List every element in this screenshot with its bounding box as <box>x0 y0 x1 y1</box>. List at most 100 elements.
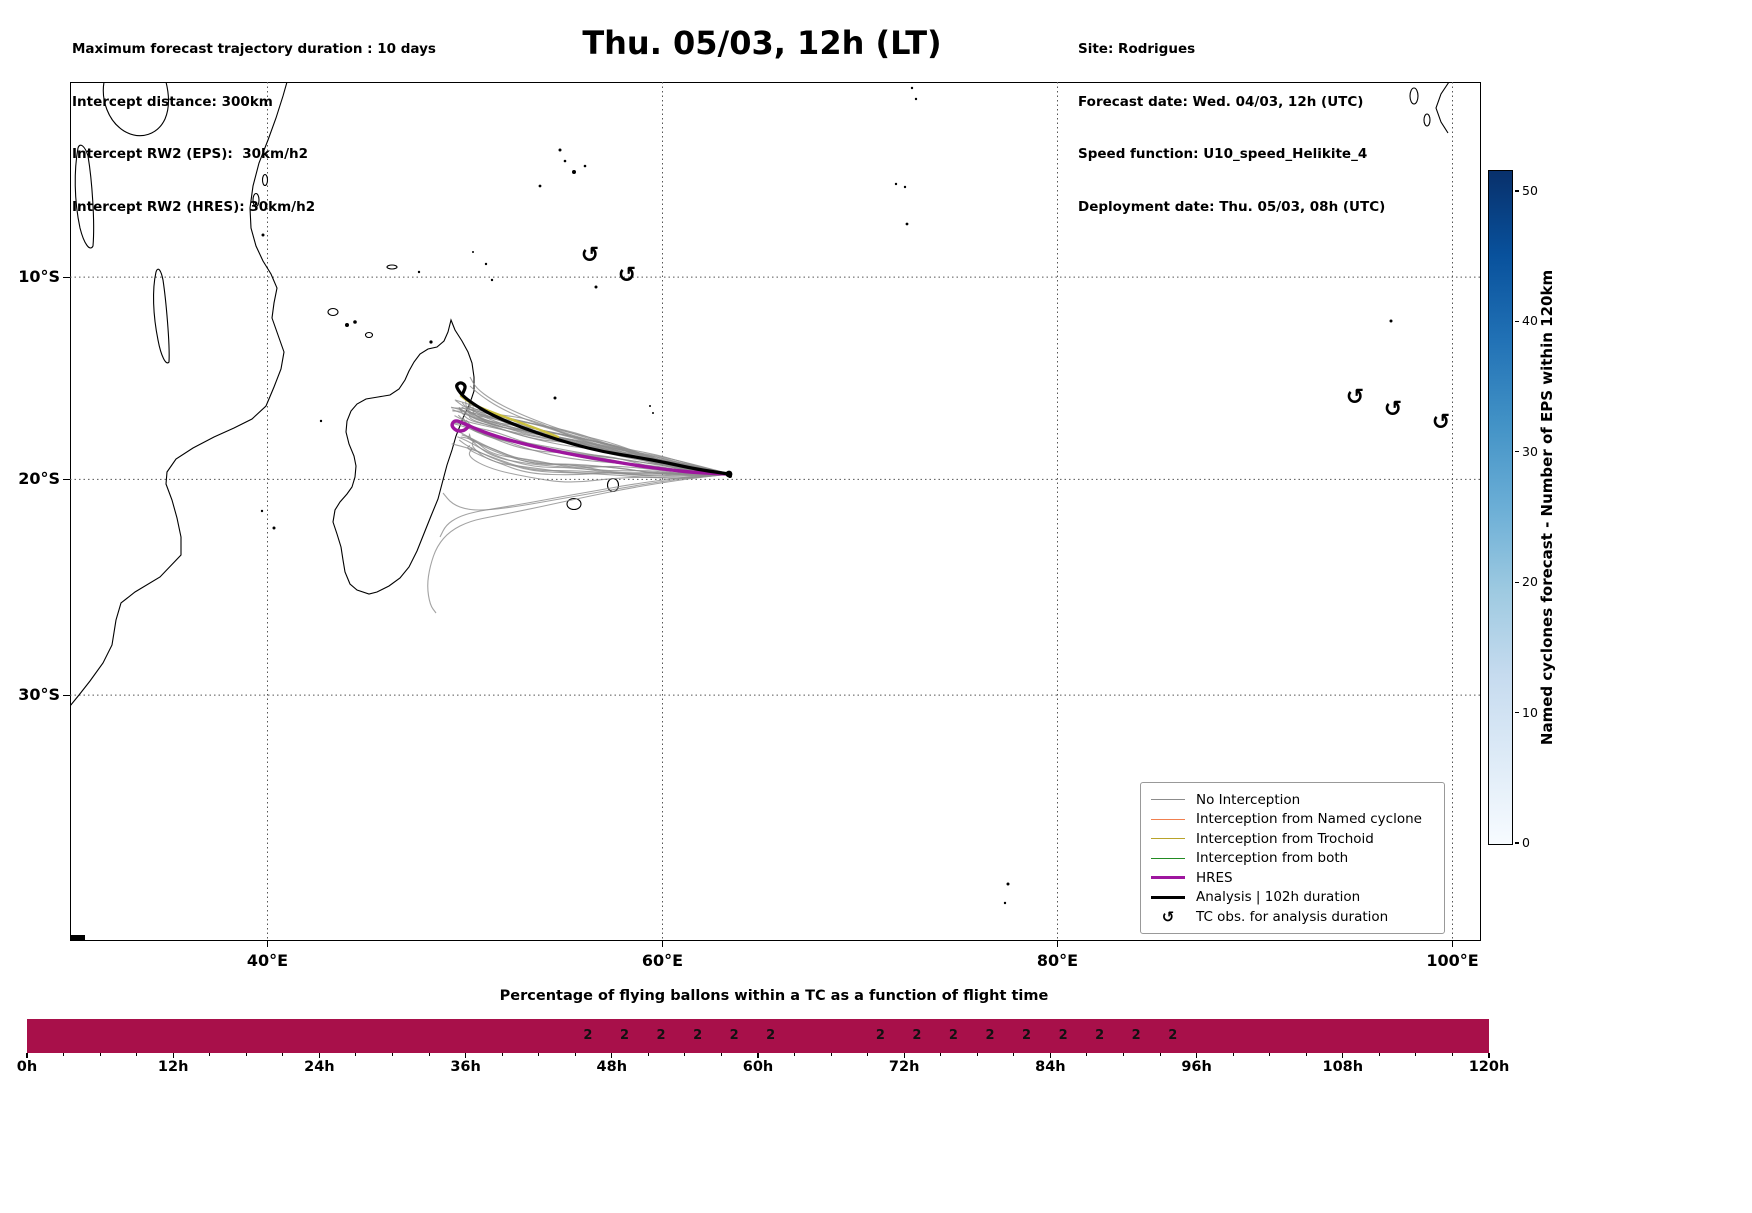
bottom-x-minor-tickmark <box>1086 1053 1088 1056</box>
bottom-x-minor-tickmark <box>209 1053 211 1056</box>
ensemble-trajectory-outlier <box>439 473 731 538</box>
info-line: Deployment date: Thu. 05/03, 08h (UTC) <box>1078 198 1386 215</box>
legend-label: Interception from Named cyclone <box>1196 811 1422 827</box>
ensemble-trajectory-outlier <box>427 473 731 614</box>
legend-line <box>1151 818 1185 820</box>
info-block-left: Maximum forecast trajectory duration : 1… <box>72 6 436 251</box>
island-amsterdam <box>1006 882 1010 886</box>
bottom-x-tickmark <box>1488 1053 1490 1058</box>
ensemble-trajectory <box>467 444 731 477</box>
island-chagos <box>894 182 898 186</box>
bottom-x-tick-label: 48h <box>596 1059 628 1075</box>
tc-count-label: 2 <box>875 1028 885 1043</box>
island-reunion <box>566 497 582 511</box>
legend: No Interception Interception from Named c… <box>1140 782 1445 934</box>
info-line: Forecast date: Wed. 04/03, 12h (UTC) <box>1078 93 1364 110</box>
tc-count-label: 2 <box>1022 1028 1032 1043</box>
island-maldives <box>910 86 914 90</box>
ensemble-trajectory-outlier <box>469 376 731 475</box>
island-tromelin <box>553 396 557 400</box>
bottom-x-minor-tickmark <box>1451 1053 1453 1056</box>
legend-row: Interception from Named cyclone <box>1149 810 1436 829</box>
island-providence <box>484 262 488 266</box>
legend-row: Interception from Trochoid <box>1149 829 1436 848</box>
lake-malawi <box>152 268 170 364</box>
bottom-x-tickmark <box>1049 1053 1051 1058</box>
info-line: Intercept RW2 (HRES): 30km/h2 <box>72 198 316 215</box>
bottom-x-minor-tickmark <box>501 1053 503 1056</box>
tc-count-label: 2 <box>583 1028 593 1043</box>
tc-observation-icon: ↺ <box>618 263 636 288</box>
bottom-x-tickmark <box>318 1053 320 1058</box>
island-cocos <box>1389 319 1393 323</box>
legend-line-sample <box>1149 818 1187 820</box>
bottom-x-tickmark <box>903 1053 905 1058</box>
legend-line-sample <box>1149 895 1187 899</box>
tc-observation-icon: ↺ <box>581 243 599 268</box>
colorbar-tick-label: 0 <box>1522 835 1530 850</box>
tc-count-label: 2 <box>1058 1028 1068 1043</box>
colorbar-tickmark <box>1515 451 1519 453</box>
island-seychelles <box>558 148 562 152</box>
island-st-paul <box>1003 901 1007 905</box>
bottom-x-minor-tickmark <box>1232 1053 1234 1056</box>
map-gridlines <box>70 82 1481 941</box>
island-cosmoledo <box>417 270 421 274</box>
tc-count-label: 2 <box>729 1028 739 1043</box>
bottom-chart-title: Percentage of flying ballons within a TC… <box>499 988 1049 1004</box>
bottom-x-minor-tickmark <box>794 1053 796 1056</box>
map-y-tickmark <box>63 694 70 696</box>
bottom-x-minor-tickmark <box>428 1053 430 1056</box>
island-chagos <box>903 185 907 189</box>
map-y-tickmark <box>63 478 70 481</box>
bottom-x-minor-tickmark <box>574 1053 576 1056</box>
bottom-x-minor-tickmark <box>1269 1053 1271 1056</box>
bottom-x-tick-label: 108h <box>1322 1059 1364 1075</box>
map-x-tick-label: 80°E <box>1036 951 1079 970</box>
island-moheli <box>345 323 349 327</box>
bottom-x-tick-label: 0h <box>16 1059 38 1075</box>
island-seychelles <box>538 184 542 188</box>
legend-label: Interception from both <box>1196 850 1349 866</box>
island-farquhar <box>490 278 494 282</box>
bottom-x-minor-tickmark <box>63 1053 65 1056</box>
map-x-tickmark <box>266 941 269 947</box>
island-agalega <box>594 285 598 289</box>
legend-label: TC obs. for analysis duration <box>1196 908 1389 925</box>
bottom-x-tick-label: 36h <box>450 1059 481 1075</box>
tc-count-label: 2 <box>1095 1028 1105 1043</box>
bottom-chart-bar <box>27 1019 1489 1053</box>
bottom-x-tick-label: 24h <box>304 1059 335 1075</box>
legend-label: HRES <box>1196 869 1233 886</box>
legend-line <box>1151 857 1185 859</box>
bottom-x-minor-tickmark <box>1305 1053 1307 1056</box>
bottom-x-minor-tickmark <box>282 1053 284 1056</box>
ensemble-trajectory <box>460 436 731 475</box>
bottom-x-tick-label: 72h <box>888 1059 920 1075</box>
bottom-x-minor-tickmark <box>1378 1053 1380 1056</box>
legend-label: No Interception <box>1196 791 1301 808</box>
info-block-right: Site: Rodrigues Forecast date: Wed. 04/0… <box>1078 6 1385 251</box>
bottom-x-tick-label: 96h <box>1181 1059 1212 1075</box>
africa-coastline <box>70 82 288 707</box>
island-pemba <box>261 173 269 187</box>
bottom-x-tickmark <box>1196 1053 1198 1058</box>
legend-line-sample <box>1149 799 1187 800</box>
trajectories <box>427 376 733 614</box>
island-nias <box>1409 87 1419 105</box>
tc-markers: ↺ ↺ ↺ ↺ ↺ <box>581 243 1450 435</box>
coastlines <box>70 82 1450 941</box>
map-y-tick-label: 10°S <box>18 267 60 287</box>
legend-line <box>1151 876 1185 879</box>
corner-landmark <box>70 935 85 941</box>
bottom-x-tick-label: 12h <box>157 1059 189 1075</box>
tc-count-label: 2 <box>985 1028 995 1043</box>
legend-line <box>1151 838 1185 839</box>
island-anjouan <box>353 320 357 324</box>
page-title: Thu. 05/03, 12h (LT) <box>582 24 942 62</box>
colorbar-tick-label: 50 <box>1522 183 1538 198</box>
tc-count-label: 2 <box>656 1028 666 1043</box>
trajectory-map: ↺ ↺ ↺ ↺ ↺ <box>70 82 1481 941</box>
colorbar-tickmark <box>1515 842 1519 844</box>
